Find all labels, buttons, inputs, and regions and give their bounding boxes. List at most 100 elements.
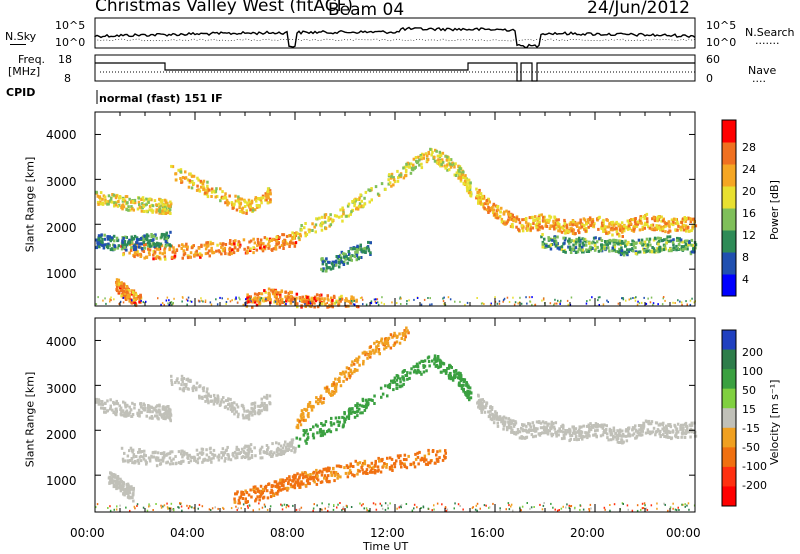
power-data-cell — [345, 214, 348, 218]
velocity-data-cell — [309, 428, 312, 431]
velocity-data-cell — [356, 472, 359, 476]
velocity-data-cell — [212, 402, 216, 406]
power-data-cell — [184, 170, 187, 174]
power-noise-cell — [95, 303, 98, 306]
power-data-cell — [438, 162, 441, 166]
power-noise-cell — [200, 297, 202, 300]
power-data-cell — [190, 180, 194, 184]
velocity-data-cell — [633, 426, 636, 430]
velocity-data-cell — [525, 435, 529, 439]
power-noise-cell — [375, 302, 377, 304]
velocity-data-cell — [439, 360, 442, 364]
power-data-cell — [120, 206, 123, 210]
velocity-data-cell — [526, 430, 529, 434]
velocity-data-cell — [418, 361, 421, 365]
velocity-data-cell — [528, 428, 531, 432]
power-data-cell — [130, 235, 133, 239]
velocity-data-cell — [612, 429, 616, 433]
velocity-data-cell — [561, 430, 565, 434]
velocity-data-cell — [684, 424, 688, 428]
velocity-data-cell — [171, 450, 174, 454]
velocity-data-cell — [399, 380, 402, 384]
power-data-cell — [168, 209, 171, 213]
velocity-data-cell — [539, 426, 543, 430]
power-data-cell — [614, 250, 618, 253]
velocity-data-cell — [159, 452, 163, 455]
velocity-data-cell — [620, 434, 623, 438]
velocity-data-cell — [101, 406, 104, 410]
velocity-data-cell — [399, 454, 402, 458]
velocity-data-cell — [456, 376, 460, 380]
velocity-data-cell — [365, 468, 369, 472]
power-data-cell — [254, 196, 258, 200]
power-data-cell — [449, 165, 453, 169]
velocity-data-cell — [466, 389, 470, 393]
power-noise-cell — [221, 297, 223, 300]
power-data-cell — [320, 267, 323, 271]
velocity-data-cell — [122, 400, 125, 404]
power-data-cell — [330, 302, 334, 306]
power-data-cell — [327, 218, 330, 222]
power-data-cell — [488, 209, 492, 213]
velocity-data-cell — [209, 458, 212, 462]
velocity-data-cell — [103, 401, 107, 405]
power-data-cell — [603, 247, 607, 251]
velocity-data-cell — [421, 360, 425, 363]
velocity-data-cell — [209, 451, 212, 455]
power-data-cell — [340, 260, 343, 264]
velocity-data-cell — [444, 456, 447, 459]
velocity-data-cell — [191, 386, 194, 390]
velocity-data-cell — [322, 429, 325, 433]
power-data-cell — [481, 194, 484, 198]
power-data-cell — [101, 201, 105, 205]
velocity-data-cell — [350, 411, 353, 415]
velocity-data-cell — [423, 457, 426, 461]
velocity-data-cell — [355, 410, 359, 414]
power-data-cell — [611, 220, 615, 224]
velocity-data-cell — [233, 407, 237, 411]
velocity-data-cell — [408, 376, 411, 380]
power-data-cell — [405, 164, 409, 168]
velocity-data-cell — [247, 447, 251, 451]
velocity-data-cell — [353, 368, 357, 371]
velocity-data-cell — [161, 451, 164, 455]
velocity-data-cell — [335, 382, 338, 386]
power-data-cell — [221, 243, 224, 247]
power-data-cell — [543, 215, 546, 219]
velocity-data-cell — [118, 404, 121, 408]
velocity-data-cell — [564, 431, 568, 435]
velocity-data-cell — [578, 430, 581, 434]
velocity-data-cell — [175, 379, 178, 383]
power-data-cell — [338, 265, 341, 269]
power-noise-cell — [566, 299, 569, 302]
velocity-data-cell — [662, 421, 665, 425]
power-data-cell — [427, 150, 430, 154]
power-noise-cell — [641, 301, 643, 304]
power-data-cell — [126, 243, 129, 247]
velocity-data-cell — [293, 486, 297, 490]
velocity-data-cell — [655, 421, 659, 425]
power-data-cell — [662, 217, 665, 221]
velocity-data-cell — [689, 435, 692, 439]
velocity-data-cell — [489, 417, 493, 421]
velocity-data-cell — [513, 423, 516, 426]
power-data-cell — [686, 239, 689, 243]
velocity-data-cell — [121, 486, 124, 490]
power-data-cell — [143, 234, 146, 238]
velocity-data-cell — [621, 441, 624, 445]
velocity-data-cell — [226, 407, 230, 411]
power-data-cell — [430, 153, 433, 157]
power-noise-cell — [528, 296, 531, 299]
power-data-cell — [626, 242, 629, 246]
velocity-data-cell — [298, 475, 301, 479]
power-data-cell — [269, 192, 272, 196]
velocity-data-cell — [363, 408, 367, 412]
velocity-data-cell — [370, 461, 374, 465]
velocity-data-cell — [345, 464, 349, 468]
power-data-cell — [632, 244, 636, 248]
velocity-data-cell — [469, 391, 473, 395]
power-noise-cell — [689, 299, 692, 302]
velocity-data-cell — [596, 425, 599, 429]
velocity-data-cell — [583, 435, 586, 439]
velocity-data-cell — [534, 434, 537, 438]
